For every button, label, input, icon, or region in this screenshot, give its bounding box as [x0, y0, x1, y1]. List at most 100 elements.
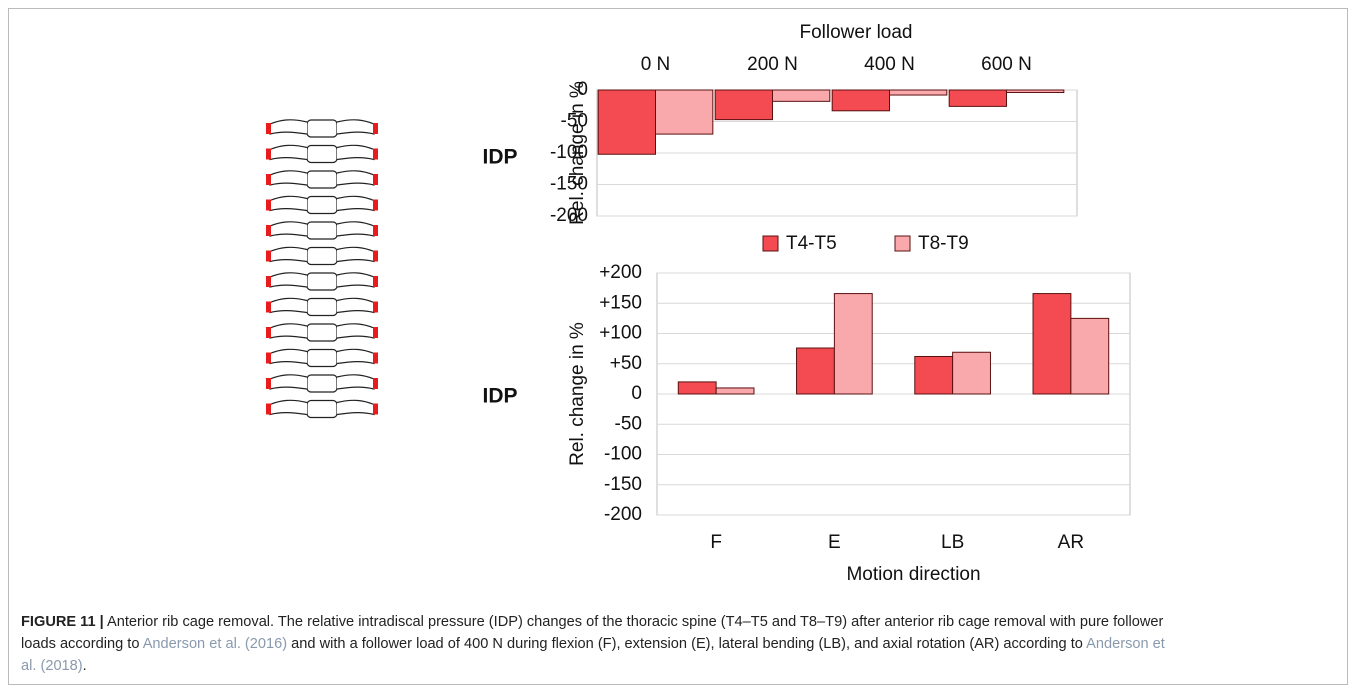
rib-cut [373, 250, 378, 262]
rib [269, 170, 308, 186]
bar [677, 381, 717, 395]
rib [269, 119, 308, 135]
rib [269, 348, 308, 365]
rib-cut [266, 250, 271, 262]
rib-cut [266, 327, 271, 338]
rib-cut [373, 352, 378, 364]
rib-cut [266, 403, 271, 415]
y-tick-label: -150 [604, 474, 642, 495]
rib [336, 297, 375, 314]
bar [655, 89, 714, 135]
rib-cut [266, 352, 271, 364]
bar [952, 351, 991, 395]
caption-label: FIGURE 11 | [21, 614, 104, 630]
bar [889, 89, 948, 96]
rib-cut [373, 403, 378, 415]
rib [269, 221, 308, 237]
rib-cut [373, 174, 378, 185]
bar [914, 355, 954, 395]
rib-cut [266, 225, 271, 236]
rib-cut [266, 301, 271, 313]
rib [336, 119, 375, 135]
caption-text: . [82, 658, 87, 674]
rib [336, 399, 375, 416]
category-label: 400 N [864, 54, 915, 75]
legend-label: T4-T5 [786, 233, 837, 254]
vertebra [306, 297, 338, 317]
y-tick-label: +200 [599, 262, 642, 283]
vertebra [306, 399, 338, 419]
y-tick-label: -100 [604, 444, 642, 465]
vertebra [306, 323, 338, 342]
vertebra [306, 119, 338, 138]
category-label: F [710, 532, 722, 553]
figure: 0 -50 -100 -150 -200 0 N 200 N 400 N 600 N Rel. c… [266, 22, 1131, 585]
y-tick-label: 0 [577, 79, 588, 100]
bar [1070, 317, 1110, 395]
category-label: 0 N [641, 54, 671, 75]
y-tick-label: -50 [615, 413, 642, 434]
rib [336, 144, 375, 161]
rib-cut [373, 276, 378, 287]
citation-link[interactable]: Anderson et al. (2018) [21, 636, 1165, 674]
y-tick-label: -100 [550, 142, 588, 163]
rib-cut [373, 378, 378, 389]
bar [831, 89, 890, 112]
citation-link[interactable]: Anderson et al. (2016) [142, 636, 288, 652]
rib [269, 144, 308, 161]
bar [597, 89, 656, 155]
category-label: 200 N [747, 54, 798, 75]
figure-frame [8, 8, 1348, 685]
rib [336, 170, 375, 186]
y-tick-label: -200 [604, 504, 642, 525]
y-tick-label: -50 [561, 111, 588, 132]
rib [269, 323, 308, 339]
y-axis-label: Rel. change in % [567, 322, 588, 466]
vertebra [306, 170, 338, 189]
x-axis-label: Motion direction [846, 564, 980, 585]
legend-swatch [762, 235, 779, 252]
rib [336, 272, 375, 288]
rib-cut [266, 199, 271, 211]
row-label: IDP [482, 146, 517, 169]
vertebra [306, 374, 338, 393]
rib [336, 348, 375, 365]
rib [269, 195, 308, 212]
rib [336, 221, 375, 237]
rib-cut [266, 123, 271, 134]
bar [715, 387, 755, 395]
y-axis-label: Rel. change in % [567, 81, 588, 225]
bar [833, 293, 873, 395]
rib-cut [373, 148, 378, 160]
rib [269, 374, 308, 390]
y-tick-label: 0 [631, 383, 642, 404]
chart-title: Follower load [800, 22, 913, 43]
vertebra [306, 144, 338, 164]
vertebra [306, 221, 338, 240]
bar [772, 89, 831, 102]
category-label: E [828, 532, 841, 553]
rib [336, 323, 375, 339]
bar [714, 89, 773, 121]
rib [269, 399, 308, 416]
rib [336, 246, 375, 263]
rib [269, 297, 308, 314]
bar [1006, 89, 1065, 94]
bar [1032, 293, 1072, 395]
rib-cut [373, 301, 378, 313]
bar [948, 89, 1007, 107]
caption-text: and with a follower load of 400 N during… [287, 636, 1087, 652]
rib-cut [373, 199, 378, 211]
bar [796, 347, 835, 395]
rib [336, 195, 375, 212]
vertebra [306, 195, 338, 215]
y-tick-label: -150 [550, 174, 588, 195]
category-label: LB [941, 532, 964, 553]
rib [269, 246, 308, 263]
rib-cut [266, 378, 271, 389]
y-tick-label: +100 [599, 323, 642, 344]
rib-cut [266, 148, 271, 160]
rib [336, 374, 375, 390]
rib-cut [266, 174, 271, 185]
y-tick-label: +150 [599, 292, 642, 313]
